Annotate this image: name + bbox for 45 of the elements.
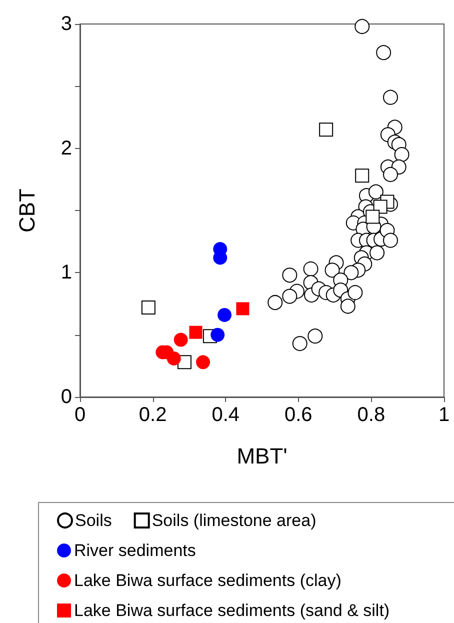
x-tick-label: 0.8 <box>357 404 386 426</box>
x-tick-label: 0.2 <box>138 404 167 426</box>
x-tick-label: 0 <box>74 404 86 426</box>
legend-label: Lake Biwa surface sediments (clay) <box>74 571 342 590</box>
point <box>236 302 250 316</box>
point <box>268 295 283 310</box>
point <box>282 268 298 283</box>
x-tick-label: 1 <box>438 404 450 426</box>
point <box>366 210 380 224</box>
point <box>324 262 340 278</box>
point <box>354 18 370 34</box>
point <box>376 45 392 60</box>
y-tick-label: 3 <box>60 13 72 35</box>
point <box>282 288 298 304</box>
point <box>383 232 398 248</box>
point <box>166 351 181 366</box>
x-tick-label: 0.4 <box>212 404 240 426</box>
legend-label: Lake Biwa surface sediments (sand & silt) <box>74 601 390 620</box>
point <box>174 332 188 347</box>
point <box>319 122 334 137</box>
point <box>348 285 363 300</box>
x-tick-label: 0.6 <box>284 404 312 426</box>
point <box>292 336 308 352</box>
point <box>383 90 398 105</box>
point <box>368 184 384 200</box>
point <box>189 326 202 339</box>
y-tick-label: 2 <box>60 137 72 160</box>
y-tick-label: 0 <box>60 386 72 408</box>
y-axis-title: CBT <box>14 188 40 232</box>
point <box>394 147 410 162</box>
point <box>196 355 210 370</box>
point <box>303 261 318 276</box>
point <box>370 245 385 260</box>
point <box>218 308 232 322</box>
y-tick-label: 1 <box>60 262 72 284</box>
point <box>340 298 356 314</box>
legend-label: Soils <box>75 511 112 530</box>
point <box>344 265 359 280</box>
legend-label: River sediments <box>74 541 196 560</box>
legend-label: Soils (limestone area) <box>152 511 316 530</box>
point <box>383 166 398 182</box>
point <box>210 328 225 342</box>
point <box>355 168 370 183</box>
x-axis-title: MBT' <box>236 444 288 468</box>
point <box>308 328 323 344</box>
